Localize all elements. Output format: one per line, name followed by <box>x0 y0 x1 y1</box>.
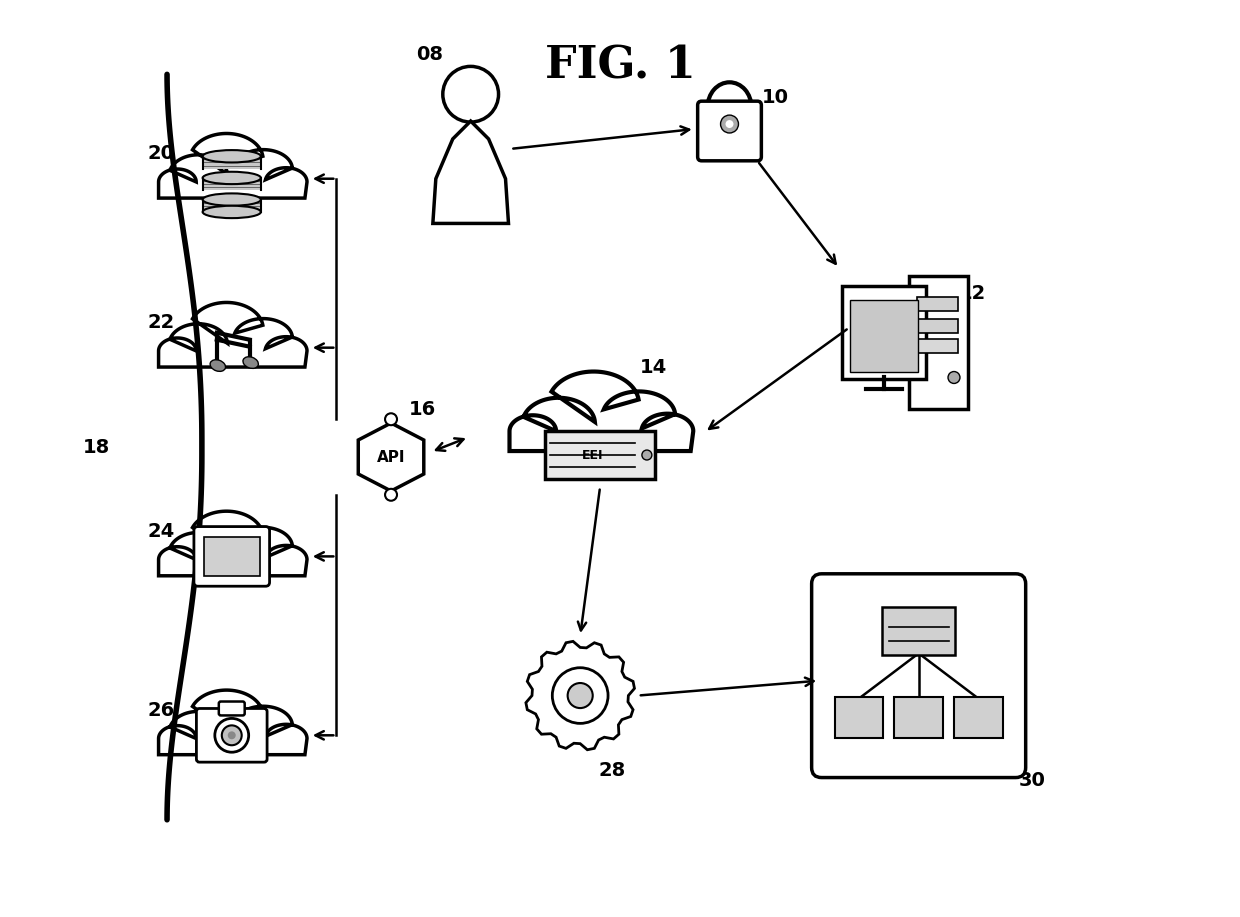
Text: 08: 08 <box>415 45 443 64</box>
Ellipse shape <box>202 171 260 184</box>
Circle shape <box>215 718 249 752</box>
Text: 24: 24 <box>148 522 175 541</box>
FancyBboxPatch shape <box>835 697 883 738</box>
Text: API: API <box>377 449 405 465</box>
Circle shape <box>949 371 960 383</box>
FancyBboxPatch shape <box>546 431 655 479</box>
Text: FIG. 1: FIG. 1 <box>544 45 696 87</box>
Polygon shape <box>159 134 308 198</box>
FancyBboxPatch shape <box>918 338 959 353</box>
Ellipse shape <box>243 357 258 369</box>
FancyBboxPatch shape <box>849 300 918 371</box>
Text: 18: 18 <box>82 437 109 457</box>
FancyBboxPatch shape <box>842 286 925 380</box>
FancyBboxPatch shape <box>812 574 1025 778</box>
FancyBboxPatch shape <box>193 526 269 586</box>
Polygon shape <box>202 156 260 169</box>
Text: 12: 12 <box>959 283 986 303</box>
Polygon shape <box>159 303 308 367</box>
FancyBboxPatch shape <box>918 319 959 333</box>
FancyBboxPatch shape <box>954 697 1003 738</box>
Circle shape <box>642 450 652 460</box>
Circle shape <box>386 414 397 425</box>
Text: 26: 26 <box>148 701 175 720</box>
FancyBboxPatch shape <box>203 536 259 576</box>
Text: EEI: EEI <box>582 448 603 461</box>
FancyBboxPatch shape <box>882 607 956 656</box>
Circle shape <box>568 683 593 708</box>
Polygon shape <box>358 423 424 491</box>
Text: 10: 10 <box>761 88 789 106</box>
FancyBboxPatch shape <box>196 709 267 762</box>
Text: 30: 30 <box>1018 770 1045 790</box>
Circle shape <box>443 66 498 122</box>
Text: 14: 14 <box>640 358 667 377</box>
Circle shape <box>228 732 236 739</box>
Ellipse shape <box>202 150 260 162</box>
Ellipse shape <box>202 193 260 205</box>
Circle shape <box>725 120 734 128</box>
Polygon shape <box>159 691 308 755</box>
Text: 20: 20 <box>148 144 174 163</box>
Polygon shape <box>202 200 260 212</box>
Polygon shape <box>159 511 308 576</box>
Circle shape <box>386 489 397 501</box>
Polygon shape <box>202 178 260 191</box>
Text: 16: 16 <box>409 400 436 419</box>
Circle shape <box>552 668 608 724</box>
Text: 22: 22 <box>148 314 175 332</box>
Circle shape <box>720 116 739 133</box>
Polygon shape <box>433 121 508 224</box>
FancyBboxPatch shape <box>909 276 968 409</box>
Text: 28: 28 <box>598 760 625 779</box>
FancyBboxPatch shape <box>218 702 244 715</box>
Ellipse shape <box>202 205 260 218</box>
FancyBboxPatch shape <box>918 297 959 311</box>
FancyBboxPatch shape <box>698 101 761 160</box>
FancyBboxPatch shape <box>894 697 944 738</box>
Polygon shape <box>510 371 693 451</box>
Ellipse shape <box>210 359 226 371</box>
Polygon shape <box>526 641 635 750</box>
Circle shape <box>222 725 242 746</box>
